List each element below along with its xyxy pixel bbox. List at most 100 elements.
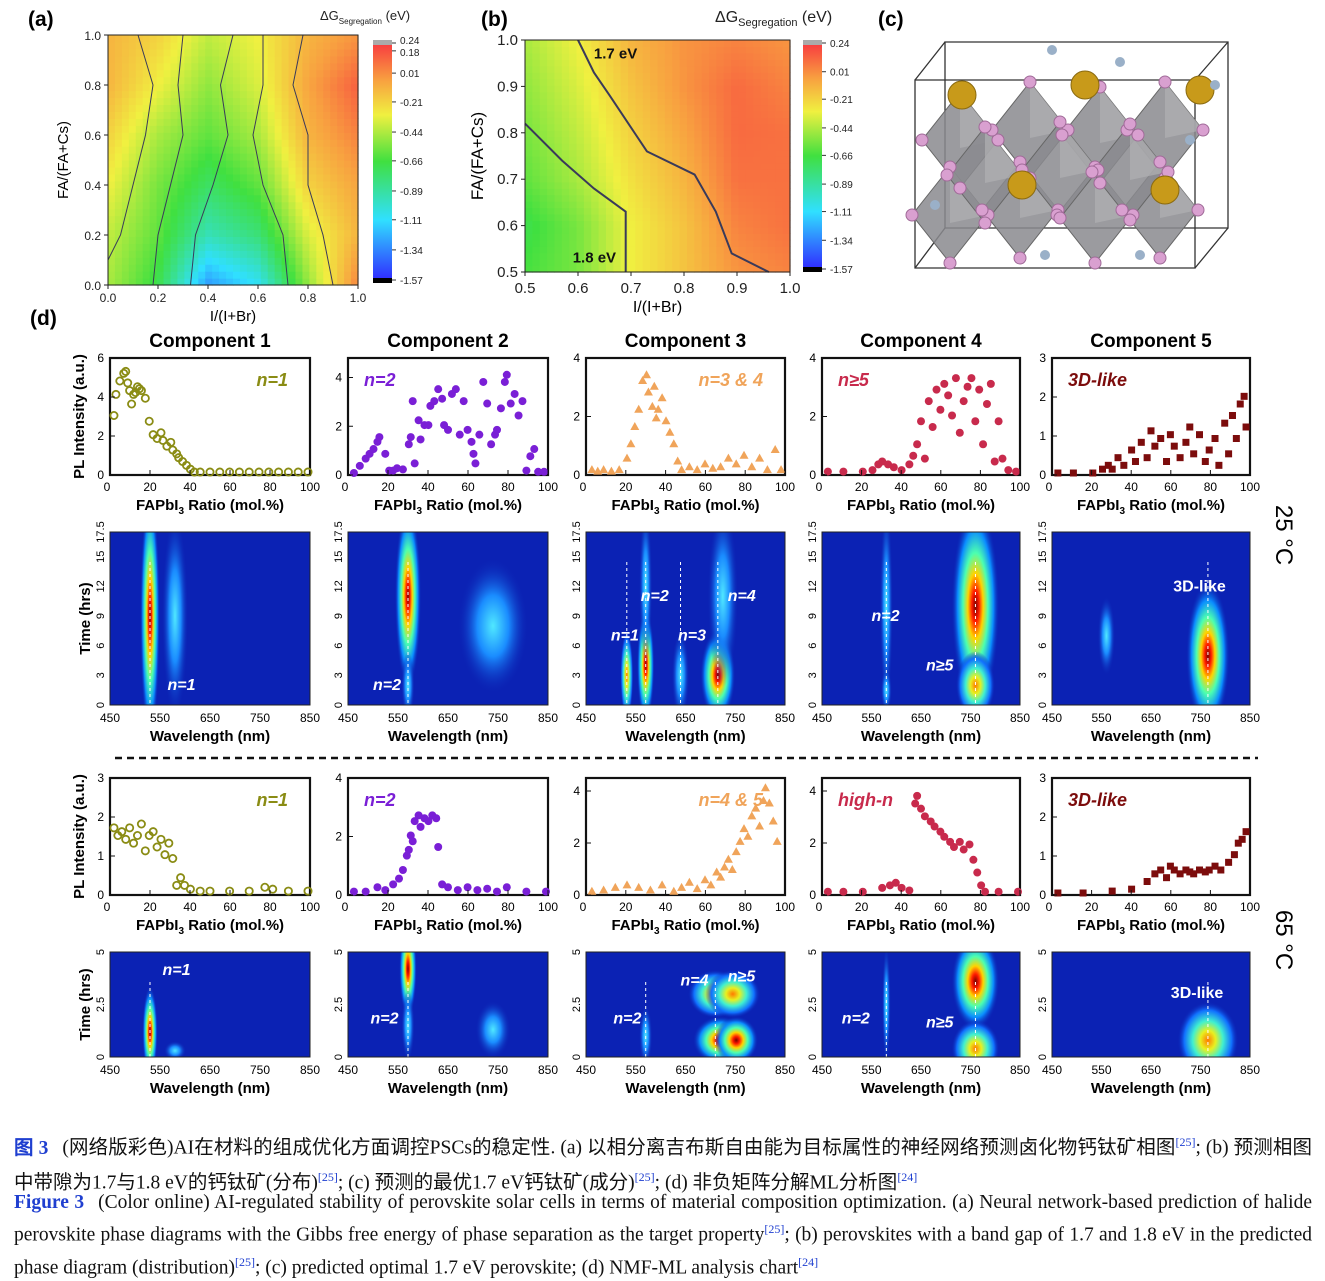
- heatmap-cell: [591, 188, 600, 196]
- heatmap-cell: [709, 136, 717, 144]
- heatmap-cell: [128, 132, 137, 140]
- heatmap-cell: [302, 132, 310, 140]
- heatmap-cell: [184, 229, 192, 237]
- citation-link[interactable]: [25]: [634, 1169, 655, 1184]
- heatmap-cell: [620, 85, 629, 93]
- heatmap-cell: [782, 181, 791, 189]
- heatmap-cell: [561, 168, 570, 176]
- citation-link[interactable]: [24]: [897, 1169, 918, 1184]
- heatmap-cell: [591, 59, 600, 67]
- heatmap-cell: [738, 214, 747, 222]
- heatmap-cell: [156, 111, 165, 119]
- heatmap-cell: [135, 201, 144, 210]
- heatmap-cell: [753, 130, 762, 138]
- data-point: [743, 831, 753, 840]
- heatmap-cell: [344, 166, 352, 175]
- data-point: [661, 416, 671, 425]
- heatmap-cell: [598, 214, 607, 222]
- heatmap-cell: [170, 257, 179, 265]
- citation-link[interactable]: [25]: [764, 1222, 785, 1236]
- heatmap-cell: [309, 139, 317, 147]
- heatmap-cell: [760, 143, 769, 151]
- heatmap-cell: [679, 46, 688, 54]
- heatmap-cell: [108, 194, 116, 203]
- x-tick-label: 450: [338, 711, 358, 725]
- heatmap-cell: [664, 117, 673, 125]
- heatmap-cell: [205, 187, 213, 196]
- data-point: [156, 428, 166, 438]
- heatmap-cell: [569, 104, 578, 112]
- heatmap-cell: [323, 194, 331, 203]
- heatmap-cell: [745, 130, 754, 138]
- heatmap-cell: [745, 220, 754, 228]
- data-point: [483, 399, 492, 408]
- x-tick-label: 40: [1125, 900, 1139, 914]
- heatmap-cell: [569, 91, 578, 99]
- x-tick-label: 60: [461, 900, 475, 914]
- heatmap-cell: [664, 162, 673, 170]
- heatmap-cell: [598, 136, 607, 144]
- heatmap-cell: [212, 180, 220, 189]
- heatmap-cell: [635, 181, 644, 189]
- phase-label: 3D-like: [1173, 578, 1226, 595]
- heatmap-cell: [635, 194, 644, 202]
- fa-molecule: [1040, 250, 1050, 260]
- heatmap-cell: [246, 62, 255, 71]
- heatmap-cell: [219, 48, 227, 57]
- heatmap-cell: [591, 98, 600, 106]
- heatmap-cell: [686, 194, 695, 202]
- heatmap-cell: [591, 265, 600, 273]
- heatmap-cell: [760, 104, 769, 112]
- heatmap-cell: [163, 41, 172, 50]
- heatmap-cell: [337, 104, 345, 112]
- heatmap-cell: [246, 153, 255, 161]
- heatmap-cell: [191, 146, 199, 154]
- y-tick-label: 0.8: [84, 79, 101, 93]
- heatmap-cell: [620, 201, 629, 209]
- heatmap-cell: [701, 149, 710, 157]
- data-point: [653, 404, 663, 413]
- heatmap-cell: [246, 55, 255, 64]
- heatmap-cell: [716, 78, 725, 86]
- data-point: [917, 804, 925, 813]
- heatmap-cell: [135, 97, 144, 106]
- heatmap-cell: [149, 166, 158, 175]
- citation-link[interactable]: [25]: [1175, 1135, 1196, 1149]
- heatmap-cell: [753, 110, 762, 118]
- heatmap-cell: [723, 40, 732, 48]
- citation-link[interactable]: [25]: [234, 1254, 255, 1269]
- heatmap-cell: [782, 98, 791, 106]
- fa-molecule: [1135, 250, 1145, 260]
- heatmap-cell: [128, 173, 137, 182]
- heatmap-cell: [650, 265, 659, 273]
- data-point: [381, 886, 390, 895]
- citation-link[interactable]: [25]: [317, 1169, 338, 1184]
- caption-chinese: 图 3 (网络版彩色)AI在材料的组成优化方面调控PSCs的稳定性. (a) 以相…: [14, 1128, 1312, 1197]
- heatmap-cell: [767, 40, 776, 48]
- heatmap-cell: [121, 229, 130, 237]
- heatmap-cell: [156, 35, 165, 43]
- data-point: [389, 880, 398, 889]
- heatmap-cell: [561, 259, 570, 267]
- heatmap-cell: [149, 222, 158, 231]
- emission-peak: [714, 1016, 759, 1057]
- heatmap-cell: [576, 220, 585, 228]
- heatmap-cell: [694, 136, 703, 144]
- y-tick-label: 4: [809, 784, 816, 798]
- heatmap-cell: [525, 110, 533, 118]
- heatmap-cell: [620, 175, 629, 183]
- heatmap-cell: [547, 162, 556, 170]
- heatmap-cell: [295, 41, 304, 50]
- heatmap-cell: [246, 90, 255, 99]
- plot-frame: [585, 531, 786, 706]
- x-tick-label: 80: [1204, 900, 1218, 914]
- data-point: [1157, 866, 1165, 874]
- heatmap-cell: [177, 153, 185, 161]
- heatmap-cell: [330, 111, 338, 119]
- citation-link[interactable]: [24]: [798, 1254, 819, 1269]
- heatmap-cell: [351, 201, 359, 210]
- heatmap-cell: [679, 91, 688, 99]
- data-point: [665, 427, 675, 436]
- data-point: [868, 466, 877, 475]
- y-tick-label: 4: [97, 390, 104, 404]
